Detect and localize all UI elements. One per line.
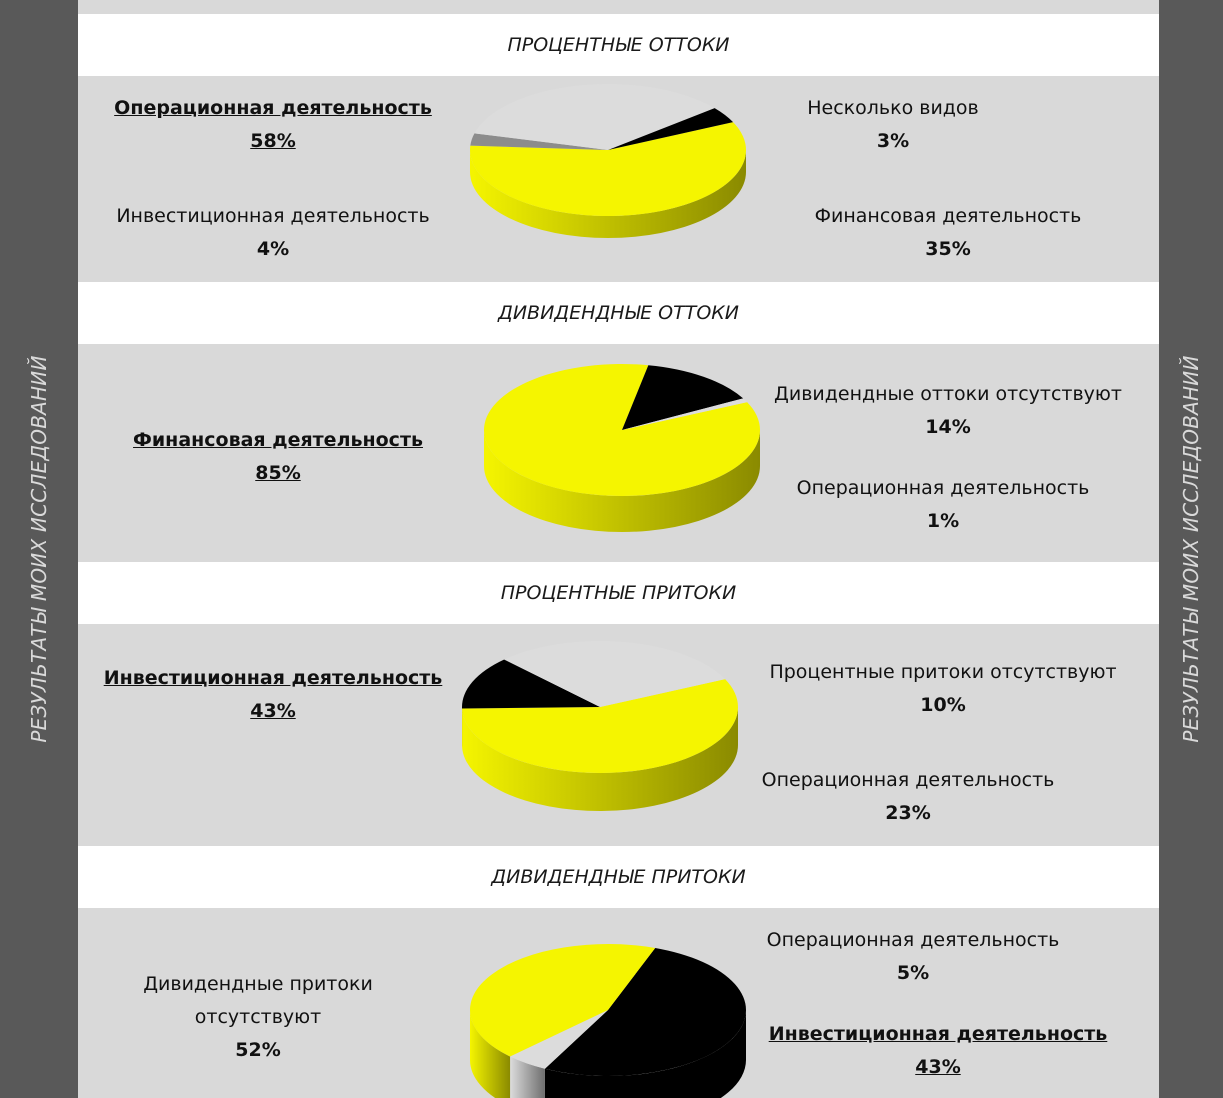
chart-1-slice-2	[474, 84, 715, 150]
chart-2-slice-2	[622, 398, 748, 430]
chart-3-title: ПРОЦЕНТНЫЕ ПРИТОКИ	[500, 582, 737, 604]
chart-3-slice-2	[504, 641, 726, 707]
chart-2-slice-0-side	[484, 430, 760, 532]
chart-2-label-2: Операционная деятельность 1%	[796, 477, 1090, 532]
chart-2-title-band: ДИВИДЕНДНЫЕ ОТТОКИ	[78, 282, 1159, 344]
chart-1-label-3: Инвестиционная деятельность 4%	[116, 205, 430, 260]
chart-3-label-1: Процентные притоки отсутствуют 10%	[769, 661, 1117, 716]
chart-3-slice-1	[461, 659, 600, 709]
chart-1-title: ПРОЦЕНТНЫЕ ОТТОКИ	[507, 34, 730, 56]
chart-3-slice-0	[462, 679, 738, 773]
chart-2-title: ДИВИДЕНДНЫЕ ОТТОКИ	[498, 302, 739, 324]
chart-4-slice-2	[469, 944, 656, 1057]
chart-3-slice-0-side	[462, 707, 738, 811]
chart-4-title-band: ДИВИДЕНДНЫЕ ПРИТОКИ	[78, 846, 1159, 908]
chart-4-label-0: Дивидендные притоки отсутствуют 52%	[143, 973, 373, 1061]
chart-4-slice-2-side	[470, 1010, 511, 1098]
chart-4-slice-0	[544, 947, 746, 1076]
chart-4-slice-1	[510, 1010, 608, 1069]
chart-1-title-band: ПРОЦЕНТНЫЕ ОТТОКИ	[78, 14, 1159, 76]
chart-3-label-0: Инвестиционная деятельность 43%	[103, 667, 443, 722]
chart-2-label-1: Дивидендные оттоки отсутствуют 14%	[774, 383, 1122, 438]
right-sidebar: РЕЗУЛЬТАТЫ МОИХ ИССЛЕДОВАНИЙ	[1159, 0, 1223, 1098]
chart-2-slice-1	[622, 365, 744, 430]
chart-1-slice-0-side	[470, 150, 746, 238]
chart-1-slice-1	[470, 133, 608, 150]
chart-2-label-0: Финансовая деятельность 85%	[133, 429, 423, 484]
chart-4-title: ДИВИДЕНДНЫЕ ПРИТОКИ	[491, 866, 746, 888]
chart-4-label-2: Инвестиционная деятельность 43%	[768, 1023, 1108, 1078]
chart-1-label-0: Операционная деятельность 58%	[114, 97, 432, 152]
chart-3-label-2: Операционная деятельность 23%	[761, 769, 1055, 824]
chart-1-slice-3	[608, 108, 734, 150]
chart-4-slice-1-side	[510, 1056, 545, 1098]
chart-1-slice-0	[470, 122, 746, 216]
chart-1-label-1: Несколько видов 3%	[807, 97, 979, 152]
chart-3-title-band: ПРОЦЕНТНЫЕ ПРИТОКИ	[78, 562, 1159, 624]
left-sidebar: РЕЗУЛЬТАТЫ МОИХ ИССЛЕДОВАНИЙ	[0, 0, 78, 1098]
chart-4-slice-0-side	[544, 1010, 746, 1098]
chart-4-label-1: Операционная деятельность 5%	[766, 929, 1060, 984]
chart-1-label-2: Финансовая деятельность 35%	[814, 205, 1082, 260]
